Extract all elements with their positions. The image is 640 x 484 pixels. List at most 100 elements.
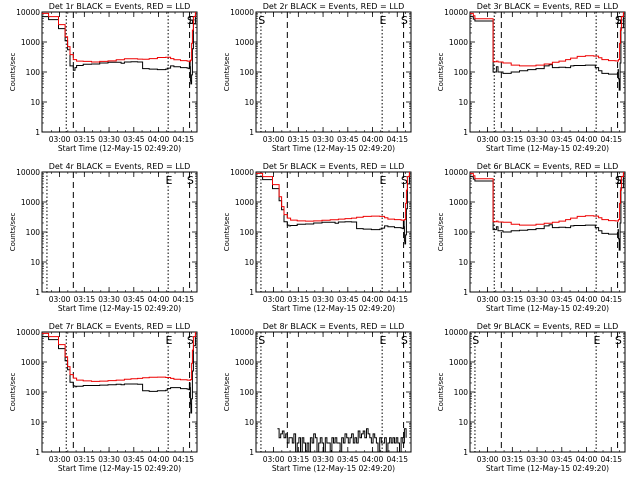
detector-panel-9: Det 9r BLACK = Events, RED = LLD 1 10 100 10… [437,322,626,473]
panel-title: Det 3r BLACK = Events, RED = LLD [477,2,619,11]
x-axis-label: Start Time (12-May-15 02:49:20) [58,464,181,473]
y-tick-label: 100 [26,388,41,397]
x-tick-label: 03:45 [337,135,359,144]
y-tick-label: 10 [458,258,468,267]
x-tick-label: 04:00 [362,455,384,464]
y-axis-label: Counts/sec [437,373,445,412]
marker-label-s: S [258,334,265,347]
y-tick-label: 1 [35,288,40,297]
y-tick-label: 1 [249,288,254,297]
y-tick-label: 10 [30,418,40,427]
x-tick-label: 03:00 [477,135,499,144]
x-tick-label: 04:15 [172,135,194,144]
marker-label-s: S [258,14,265,27]
x-tick-label: 03:30 [98,455,120,464]
y-tick-label: 1 [463,288,468,297]
y-tick-label: 1000 [21,38,40,47]
marker-label-e: E [165,334,172,347]
y-tick-label: 10000 [444,328,468,337]
y-tick-label: 10000 [444,8,468,17]
x-axis-label: Start Time (12-May-15 02:49:20) [486,144,609,153]
y-axis-label: Counts/sec [9,53,17,92]
x-tick-label: 03:45 [551,455,573,464]
y-tick-label: 10000 [230,328,254,337]
y-tick-label: 100 [26,228,41,237]
x-tick-label: 03:15 [74,455,96,464]
x-tick-label: 03:30 [526,295,548,304]
y-tick-label: 10 [244,418,254,427]
y-tick-label: 10000 [16,8,40,17]
x-tick-label: 03:00 [49,135,71,144]
lld-series-line [42,332,196,382]
y-tick-label: 100 [240,68,255,77]
panel-title: Det 9r BLACK = Events, RED = LLD [477,322,619,331]
x-tick-label: 04:15 [172,455,194,464]
x-tick-label: 03:45 [551,295,573,304]
x-axis-label: Start Time (12-May-15 02:49:20) [272,144,395,153]
x-tick-label: 03:00 [263,295,285,304]
lld-series-line [256,172,410,222]
y-tick-label: 1000 [21,198,40,207]
y-tick-label: 100 [240,228,255,237]
x-tick-label: 04:15 [600,455,622,464]
panel-title: Det 8r BLACK = Events, RED = LLD [263,322,405,331]
x-tick-label: 03:45 [337,295,359,304]
y-tick-label: 1 [249,128,254,137]
marker-label-e: E [379,334,386,347]
y-tick-label: 100 [454,228,469,237]
y-tick-label: 1 [463,448,468,457]
panel-title: Det 6r BLACK = Events, RED = LLD [477,162,619,171]
y-tick-label: 10000 [444,168,468,177]
x-tick-label: 04:00 [148,455,170,464]
detector-panel-2: Det 2r BLACK = Events, RED = LLD 1 10 100 10… [223,2,412,153]
x-axis-label: Start Time (12-May-15 02:49:20) [272,464,395,473]
y-axis-label: Counts/sec [223,213,231,252]
x-tick-label: 03:30 [98,295,120,304]
x-tick-label: 03:45 [123,295,145,304]
x-tick-label: 04:00 [362,295,384,304]
y-tick-label: 1000 [235,198,254,207]
y-tick-label: 10 [30,258,40,267]
y-tick-label: 10 [458,98,468,107]
events-series-line [470,14,624,91]
x-axis-label: Start Time (12-May-15 02:49:20) [58,144,181,153]
x-tick-label: 03:30 [312,135,334,144]
x-tick-label: 03:45 [123,455,145,464]
marker-label-s: S [615,334,622,347]
panel-title: Det 1r BLACK = Events, RED = LLD [49,2,191,11]
y-tick-label: 10000 [230,168,254,177]
x-tick-label: 03:30 [312,455,334,464]
panel-title: Det 5r BLACK = Events, RED = LLD [263,162,405,171]
x-tick-label: 04:00 [148,295,170,304]
lld-series-line [470,172,624,226]
y-axis-label: Counts/sec [437,213,445,252]
x-tick-label: 04:15 [386,135,408,144]
marker-label-s: S [187,334,194,347]
y-tick-label: 1 [35,448,40,457]
y-tick-label: 10000 [16,328,40,337]
y-tick-label: 10 [244,258,254,267]
x-tick-label: 03:30 [98,135,120,144]
lld-series-line [470,12,624,67]
x-tick-label: 03:45 [123,135,145,144]
events-series-line [470,174,624,251]
panel-title: Det 4r BLACK = Events, RED = LLD [49,162,191,171]
x-axis-label: Start Time (12-May-15 02:49:20) [58,304,181,313]
marker-label-s: S [187,174,194,187]
marker-label-s: S [401,334,408,347]
panel-title: Det 7r BLACK = Events, RED = LLD [49,322,191,331]
marker-label-e: E [593,334,600,347]
lld-series-line [42,12,196,63]
y-tick-label: 1000 [235,38,254,47]
y-tick-label: 10 [244,98,254,107]
x-tick-label: 03:15 [288,295,310,304]
x-tick-label: 03:00 [263,135,285,144]
x-tick-label: 04:00 [576,295,598,304]
y-tick-label: 100 [454,68,469,77]
x-tick-label: 03:00 [477,455,499,464]
x-axis-label: Start Time (12-May-15 02:49:20) [272,304,395,313]
marker-label-s: S [401,14,408,27]
y-axis-label: Counts/sec [9,373,17,412]
